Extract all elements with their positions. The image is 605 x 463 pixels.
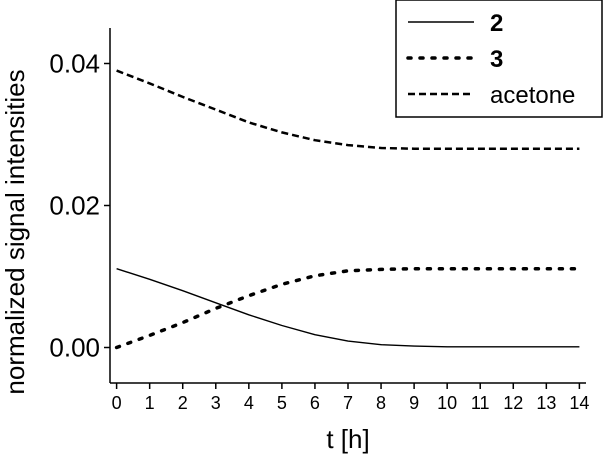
y-tick-label: 0.04 xyxy=(49,49,100,79)
x-tick-label: 5 xyxy=(277,393,287,413)
x-tick-label: 8 xyxy=(376,393,386,413)
x-tick-label: 2 xyxy=(178,393,188,413)
x-tick-label: 0 xyxy=(112,393,122,413)
x-tick-label: 13 xyxy=(536,393,556,413)
x-tick-label: 7 xyxy=(343,393,353,413)
series-group xyxy=(114,69,582,350)
legend: 2 3 acetone xyxy=(395,0,603,118)
x-tick-label: 9 xyxy=(409,393,419,413)
series-line-2 xyxy=(114,266,582,350)
x-tick-label: 1 xyxy=(145,393,155,413)
x-tick-label: 11 xyxy=(471,393,490,413)
x-ticks: 0 1 2 3 4 5 6 7 8 9 10 11 12 13 14 xyxy=(112,383,589,413)
x-axis-title: t [h] xyxy=(326,424,369,454)
y-tick-label: 0.00 xyxy=(49,333,100,363)
x-tick-label: 14 xyxy=(569,393,589,413)
x-tick-label: 4 xyxy=(244,393,254,413)
y-tick-label: 0.02 xyxy=(49,191,100,221)
y-axis-title: normalized signal intensities xyxy=(0,69,30,394)
x-tick-label: 3 xyxy=(211,393,221,413)
legend-label-2: 3 xyxy=(490,46,503,73)
y-ticks: 0.00 0.02 0.04 xyxy=(49,49,110,363)
series-line-3 xyxy=(116,69,580,150)
series-line-1 xyxy=(116,268,580,348)
x-tick-label: 12 xyxy=(503,393,523,413)
legend-label-1: 2 xyxy=(490,10,503,37)
x-tick-label: 6 xyxy=(310,393,320,413)
legend-label-3: acetone xyxy=(490,82,575,109)
x-tick-label: 10 xyxy=(437,393,457,413)
